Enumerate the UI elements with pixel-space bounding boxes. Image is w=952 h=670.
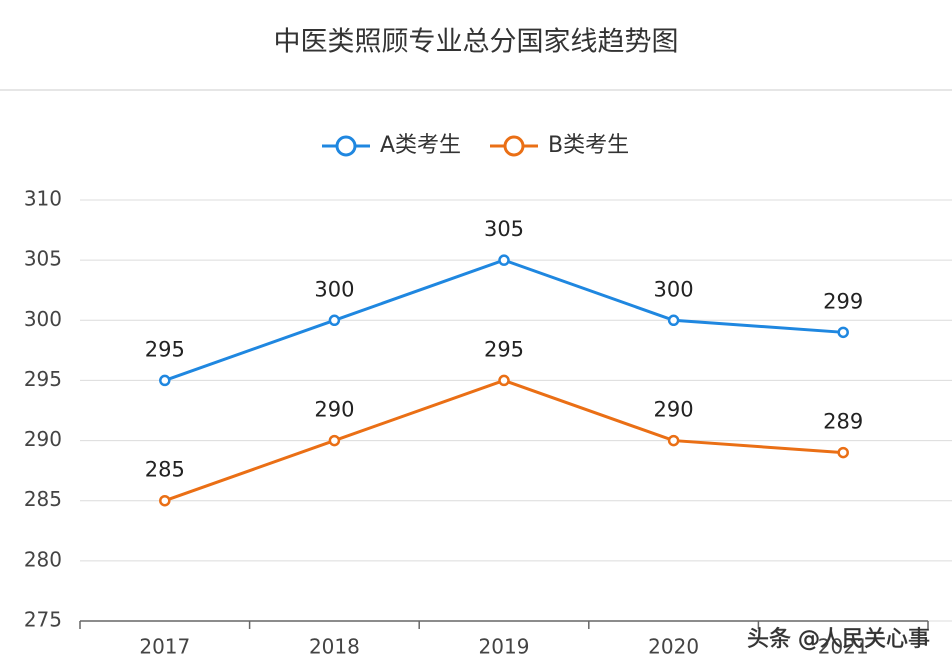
y-tick-label: 300 bbox=[24, 307, 62, 331]
data-label: 285 bbox=[145, 458, 185, 482]
point bbox=[837, 446, 849, 459]
point bbox=[328, 314, 341, 327]
point bbox=[667, 434, 680, 447]
y-tick-label: 305 bbox=[24, 247, 62, 271]
legend-label: A类考生 bbox=[380, 133, 461, 158]
data-label: 290 bbox=[654, 398, 694, 422]
point bbox=[159, 494, 171, 507]
x-tick-label: 2021 bbox=[818, 635, 869, 659]
y-tick-label: 280 bbox=[24, 547, 62, 571]
chart-title: 中医类照顾专业总分国家线趋势图 bbox=[274, 27, 679, 58]
x-tick-label: 2020 bbox=[648, 635, 699, 659]
watermark: 头条 @人民关心事 bbox=[747, 627, 930, 652]
point bbox=[498, 374, 510, 387]
y-tick-label: 310 bbox=[24, 187, 62, 211]
legend-label: B类考生 bbox=[548, 133, 629, 158]
y-tick-label: 290 bbox=[24, 427, 62, 451]
data-label: 299 bbox=[823, 289, 863, 313]
point bbox=[498, 254, 510, 266]
data-label: 300 bbox=[314, 277, 354, 301]
x-tick-label: 2019 bbox=[479, 635, 530, 659]
x-tick-label: 2018 bbox=[309, 635, 360, 659]
data-label: 295 bbox=[145, 337, 185, 361]
point bbox=[837, 326, 849, 339]
data-label: 295 bbox=[484, 337, 524, 361]
point bbox=[159, 374, 171, 387]
y-tick-label: 295 bbox=[24, 367, 62, 391]
y-tick-label: 275 bbox=[24, 608, 62, 632]
data-label: 290 bbox=[314, 398, 354, 422]
point bbox=[667, 314, 680, 327]
point bbox=[328, 434, 341, 447]
data-label: 289 bbox=[823, 410, 863, 434]
legend-marker bbox=[503, 135, 525, 157]
legend-marker bbox=[335, 135, 357, 157]
y-tick-label: 285 bbox=[24, 487, 62, 511]
x-tick-label: 2017 bbox=[139, 635, 190, 659]
data-label: 300 bbox=[654, 277, 694, 301]
data-label: 305 bbox=[484, 217, 524, 241]
